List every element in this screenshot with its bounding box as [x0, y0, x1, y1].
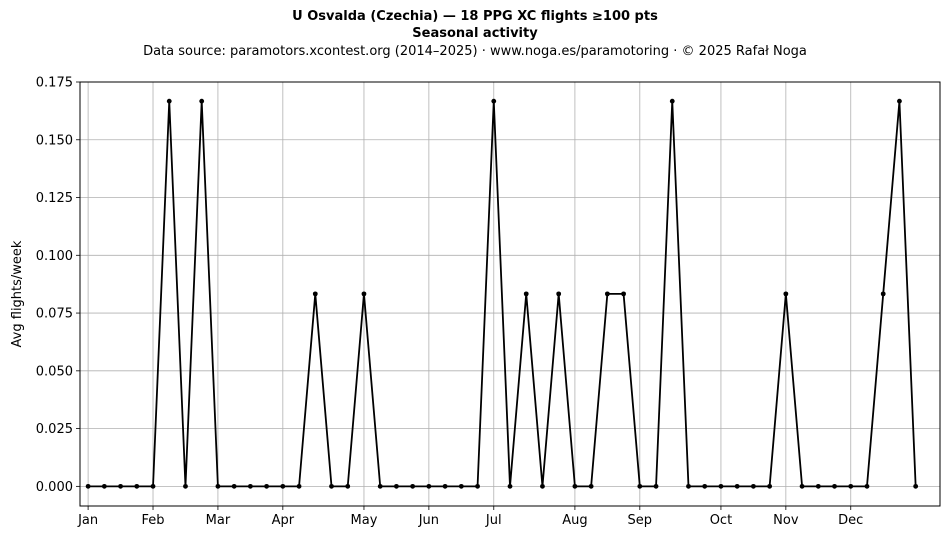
- data-point: [345, 483, 351, 489]
- data-point: [540, 483, 545, 489]
- data-point: [734, 483, 740, 489]
- data-point: [572, 483, 578, 489]
- y-tick-label: 0.175: [36, 76, 73, 91]
- x-tick-label: Jul: [485, 513, 502, 528]
- x-tick-label: Feb: [142, 513, 165, 528]
- chart-titles: U Osvalda (Czechia) — 18 PPG XC flights …: [0, 8, 950, 61]
- data-point: [686, 483, 691, 489]
- x-tick-label: Oct: [710, 513, 732, 528]
- series-line: [88, 100, 917, 488]
- data-point: [118, 483, 123, 489]
- data-point: [604, 291, 610, 297]
- x-tick-label: Sep: [628, 513, 653, 528]
- data-point: [183, 483, 188, 489]
- data-point: [475, 483, 480, 489]
- data-point: [247, 483, 253, 489]
- data-point: [394, 483, 399, 489]
- data-point: [913, 483, 919, 489]
- data-point: [377, 483, 383, 489]
- data-point: [329, 483, 334, 489]
- data-point: [134, 483, 140, 489]
- x-tick-label: Jan: [77, 513, 98, 528]
- data-point: [750, 483, 756, 489]
- y-axis: 0.000 0.025 0.050 0.075 0.100 0.125 0.150 0.175: [36, 76, 80, 495]
- data-point: [653, 483, 659, 489]
- data-point: [361, 291, 367, 297]
- y-tick-label: 0.000: [36, 480, 73, 495]
- data-point: [702, 483, 708, 489]
- data-point: [767, 483, 773, 489]
- data-point: [864, 483, 870, 489]
- data-point: [442, 483, 448, 489]
- data-point: [897, 98, 902, 104]
- y-tick-label: 0.050: [36, 364, 73, 379]
- x-tick-label: Jun: [418, 513, 439, 528]
- data-point: [880, 291, 886, 297]
- x-tick-label: Mar: [206, 513, 231, 528]
- data-point: [718, 483, 724, 489]
- data-point: [426, 483, 432, 489]
- series-layer: [85, 98, 919, 489]
- data-point: [588, 483, 594, 489]
- data-point: [166, 98, 172, 104]
- chart-title: U Osvalda (Czechia) — 18 PPG XC flights …: [292, 9, 658, 24]
- y-tick-label: 0.150: [36, 133, 73, 148]
- data-point: [101, 483, 107, 489]
- x-tick-label: Aug: [562, 513, 587, 528]
- data-point: [556, 291, 562, 297]
- data-point: [848, 483, 854, 489]
- x-tick-label: May: [351, 513, 378, 528]
- data-point: [507, 483, 513, 489]
- data-point: [199, 98, 205, 104]
- data-point: [280, 483, 286, 489]
- y-tick-label: 0.075: [36, 307, 73, 322]
- data-point: [799, 483, 805, 489]
- y-tick-label: 0.025: [36, 422, 73, 437]
- data-point: [264, 483, 270, 489]
- data-point: [815, 483, 821, 489]
- plot-frame: [79, 81, 941, 507]
- data-point: [231, 483, 237, 489]
- data-point: [458, 483, 464, 489]
- x-tick-label: Apr: [272, 513, 295, 528]
- y-tick-label: 0.125: [36, 191, 73, 206]
- data-point: [410, 483, 416, 489]
- data-point: [832, 483, 837, 489]
- x-tick-label: Nov: [773, 513, 799, 528]
- data-point: [491, 98, 497, 104]
- y-axis-label: Avg flights/week: [10, 240, 25, 347]
- data-point: [296, 483, 302, 489]
- chart-source: Data source: paramotors.xcontest.org (20…: [143, 44, 807, 59]
- data-point: [669, 98, 675, 104]
- data-point: [215, 483, 221, 489]
- x-tick-label: Dec: [838, 513, 863, 528]
- chart-subtitle: Seasonal activity: [412, 26, 538, 41]
- data-point: [150, 483, 156, 489]
- data-point: [85, 483, 91, 489]
- data-point: [637, 483, 643, 489]
- data-point: [312, 291, 318, 297]
- data-point: [783, 291, 789, 297]
- data-point: [621, 291, 626, 297]
- x-axis: Jan Feb Mar Apr May Jun Jul Aug Sep Oct Nov Dec: [77, 506, 863, 528]
- data-point: [523, 291, 529, 297]
- y-tick-label: 0.100: [36, 249, 73, 264]
